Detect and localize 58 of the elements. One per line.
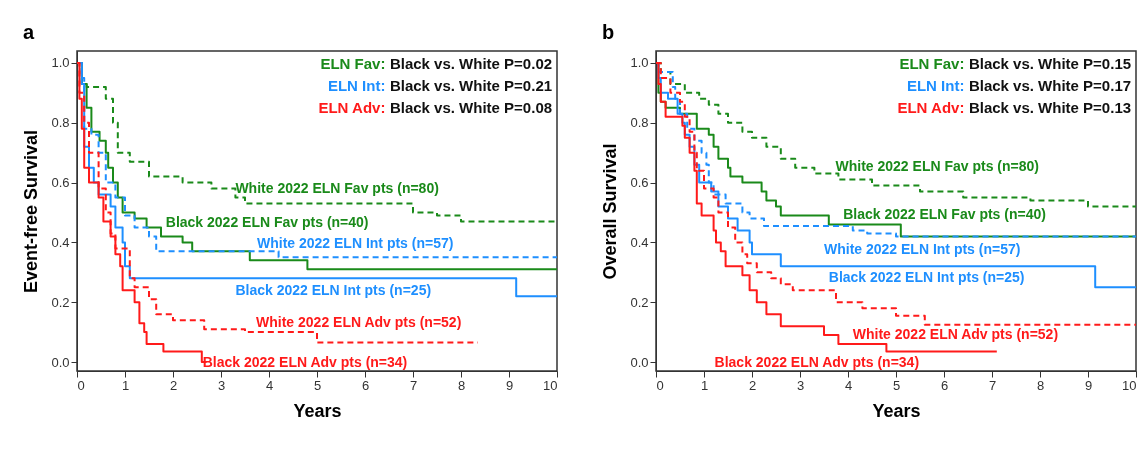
x-tick-label: 0 — [77, 377, 85, 393]
chart-title: a — [22, 21, 35, 43]
x-tick-label: 6 — [361, 377, 370, 393]
x-tick-label: 2 — [169, 377, 178, 393]
x-axis-title: Years — [872, 400, 921, 421]
x-tick-label: 10 — [543, 377, 558, 393]
series-label: Black 2022 ELN Adv pts (n=34) — [202, 353, 408, 370]
x-tick-label: 7 — [988, 377, 997, 393]
series-label: Black 2022 ELN Int pts (n=25) — [828, 268, 1025, 285]
x-tick-label: 10 — [1122, 377, 1137, 393]
x-tick-label: 5 — [892, 377, 901, 393]
series-label: White 2022 ELN Fav pts (n=80) — [235, 180, 439, 197]
annotation: ELN Fav: Black vs. White P=0.15 — [899, 55, 1132, 72]
chart-title: b — [601, 21, 615, 43]
y-tick-label: 0.8 — [630, 115, 649, 131]
series-label: White 2022 ELN Adv pts (n=52) — [256, 313, 462, 330]
y-tick-label: 0.0 — [630, 354, 649, 370]
x-tick-label: 9 — [505, 377, 514, 393]
series-label: White 2022 ELN Adv pts (n=52) — [852, 326, 1059, 343]
x-tick-label: 5 — [313, 377, 322, 393]
annotation: ELN Adv: Black vs. White P=0.08 — [318, 99, 553, 116]
y-tick-label: 0.0 — [51, 354, 70, 370]
x-tick-label: 1 — [121, 377, 130, 393]
x-tick-label: 4 — [844, 377, 853, 393]
x-tick-label: 0 — [656, 377, 664, 393]
series-label: White 2022 ELN Int pts (n=57) — [257, 234, 454, 251]
x-tick-label: 3 — [796, 377, 805, 393]
y-tick-label: 0.4 — [51, 234, 70, 250]
annotation: ELN Fav: Black vs. White P=0.02 — [320, 55, 553, 72]
y-tick-label: 1.0 — [630, 55, 649, 71]
x-tick-label: 1 — [700, 377, 709, 393]
x-tick-label: 6 — [940, 377, 949, 393]
x-axis-title: Years — [293, 400, 342, 421]
series-label: Black 2022 ELN Fav pts (n=40) — [165, 213, 369, 230]
y-axis-title: Event-free Survival — [21, 129, 42, 294]
x-tick-label: 4 — [265, 377, 274, 393]
series-label: Black 2022 ELN Adv pts (n=34) — [714, 353, 920, 370]
series-label: Black 2022 ELN Int pts (n=25) — [235, 281, 432, 298]
x-tick-label: 2 — [748, 377, 757, 393]
y-tick-label: 0.2 — [51, 294, 70, 310]
y-tick-label: 0.6 — [51, 175, 70, 191]
y-tick-label: 0.4 — [630, 234, 649, 250]
x-tick-label: 8 — [1036, 377, 1045, 393]
y-tick-label: 0.2 — [630, 294, 649, 310]
x-tick-label: 9 — [1084, 377, 1093, 393]
y-tick-label: 1.0 — [51, 55, 70, 71]
y-tick-label: 0.6 — [630, 175, 649, 191]
y-axis-title: Overall Survival — [600, 143, 621, 280]
series-label: White 2022 ELN Fav pts (n=80) — [835, 158, 1039, 175]
annotation: ELN Int: Black vs. White P=0.17 — [906, 77, 1132, 94]
x-tick-label: 8 — [457, 377, 466, 393]
y-tick-label: 0.8 — [51, 115, 70, 131]
annotation: ELN Int: Black vs. White P=0.21 — [327, 77, 553, 94]
annotation: ELN Adv: Black vs. White P=0.13 — [897, 99, 1132, 116]
series-label: White 2022 ELN Int pts (n=57) — [824, 240, 1021, 257]
x-tick-label: 3 — [217, 377, 226, 393]
series-label: Black 2022 ELN Fav pts (n=40) — [843, 205, 1046, 222]
x-tick-label: 7 — [409, 377, 418, 393]
